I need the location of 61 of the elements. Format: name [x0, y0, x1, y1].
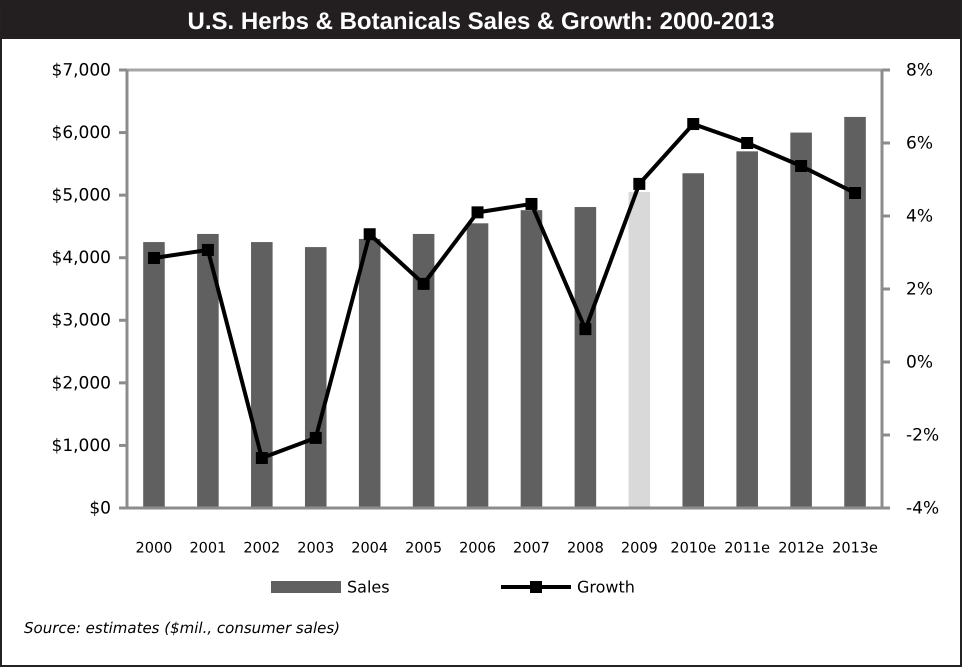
point [472, 206, 484, 218]
y2-tick-label: 2% [906, 279, 933, 300]
point [741, 137, 754, 149]
y-tick-label: $2,000 [52, 373, 111, 394]
chart-title: U.S. Herbs & Botanicals Sales & Growth: 2000-2013 [188, 8, 774, 35]
point [310, 432, 322, 444]
y2-tick-label: 8% [906, 60, 933, 80]
point [579, 323, 592, 336]
y-tick-label: $5,000 [52, 186, 111, 206]
x-tick-label: 2000 [136, 540, 172, 556]
y2-tick-label: -4% [906, 498, 940, 518]
bar [412, 234, 434, 508]
x-tick-label: 2013e [832, 540, 878, 556]
y2-tick-label: 4% [906, 206, 933, 226]
point [364, 228, 376, 240]
x-tick-label: 2002 [243, 540, 280, 556]
bar [574, 207, 596, 508]
bar [304, 247, 327, 508]
x-tick-label: 2011e [724, 540, 770, 556]
x-tick-label: 2004 [351, 540, 388, 556]
bar [466, 223, 488, 508]
y2-tick-label: -2% [906, 425, 940, 446]
y-tick-label: $0 [89, 498, 111, 518]
bar [143, 242, 165, 508]
x-tick-label: 2001 [189, 540, 226, 556]
source-note: Source: estimates ($mil., consumer sales) [24, 619, 340, 637]
point [687, 118, 700, 130]
x-tick-label: 2005 [405, 540, 442, 556]
x-tick-label: 2006 [459, 540, 496, 556]
legend-label: Sales [347, 578, 390, 597]
point [795, 160, 808, 172]
bar [251, 242, 273, 508]
point [849, 187, 862, 200]
bar [520, 210, 542, 508]
x-tick-label: 2003 [297, 540, 334, 556]
point [633, 178, 646, 190]
bar [736, 151, 758, 508]
y-tick-label: $6,000 [52, 123, 111, 144]
point [148, 252, 160, 264]
x-tick-label: 2012e [778, 540, 824, 556]
y-tick-label: $4,000 [52, 248, 111, 268]
bar [844, 116, 866, 508]
point [418, 278, 430, 290]
y2-tick-label: 0% [906, 352, 933, 372]
bar [358, 238, 380, 508]
y2-tick-label: 6% [906, 133, 933, 154]
point [525, 198, 538, 210]
x-tick-label: 2007 [513, 540, 550, 556]
y-tick-label: $1,000 [52, 436, 111, 456]
point [256, 452, 268, 464]
x-tick-label: 2008 [566, 540, 604, 556]
bar [197, 234, 219, 508]
bar [682, 173, 704, 508]
x-tick-label: 2010e [670, 540, 716, 556]
bar [790, 132, 812, 508]
y-tick-label: $3,000 [52, 310, 111, 331]
point [202, 244, 214, 256]
bar [628, 192, 650, 508]
x-tick-label: 2009 [620, 540, 658, 556]
y-tick-label: $7,000 [52, 60, 111, 80]
legend-label: Growth [577, 578, 635, 597]
